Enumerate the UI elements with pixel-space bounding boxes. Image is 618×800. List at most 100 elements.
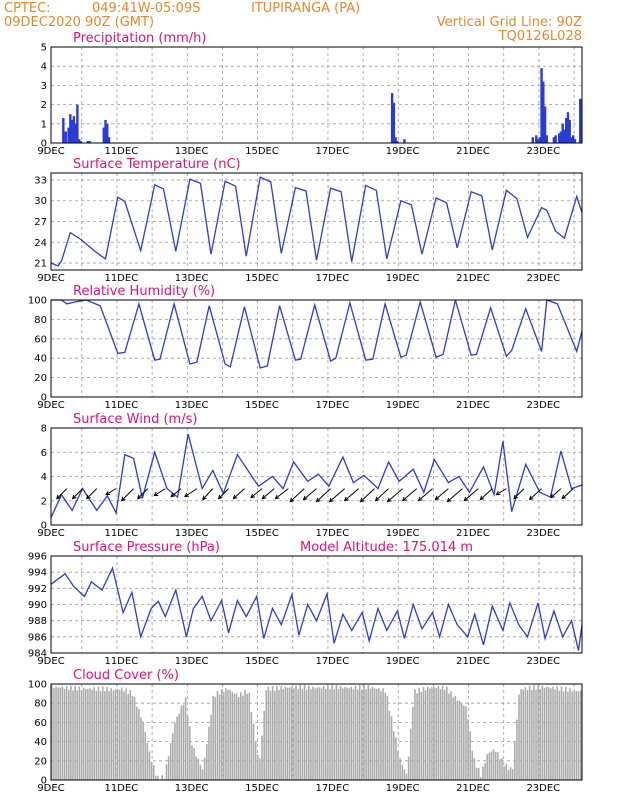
cloud-cover-bar	[112, 690, 115, 780]
cloud-cover-bar	[118, 690, 121, 780]
cloud-cover-bar	[84, 689, 87, 780]
cloud-cover-bar	[341, 688, 344, 780]
x-tick-label: 9DEC	[37, 146, 64, 157]
cloud-cover-bar	[539, 688, 542, 780]
cloud-cover-bar	[199, 765, 202, 780]
cloud-cover-bar	[548, 687, 550, 780]
cloud-cover-bar	[503, 766, 505, 780]
panel-title: Cloud Cover (%)	[73, 668, 179, 683]
y-tick-label: 6	[41, 448, 47, 459]
wind-barb	[289, 488, 305, 502]
precip-bar	[559, 131, 563, 143]
cloud-cover-bar	[201, 769, 204, 780]
cloud-cover-bar	[182, 704, 185, 780]
precip-bar	[538, 137, 542, 143]
x-tick-label: 15DEC	[245, 400, 279, 411]
cloud-cover-bar	[99, 691, 102, 780]
cloud-cover-bar	[465, 706, 467, 780]
y-tick-label: 24	[34, 238, 47, 249]
panel-precip: 0 1 2 3 4 5 9DEC 11DEC 13DEC 15DEC 17DEC 19DEC 21DEC…	[37, 31, 583, 157]
panel-title: Relative Humidity (%)	[73, 284, 215, 299]
cloud-cover-bar	[104, 691, 106, 780]
y-tick-label: 994	[28, 568, 47, 579]
cloud-cover-bar	[125, 688, 127, 780]
precip-bar	[573, 139, 577, 143]
precip-bar	[70, 119, 74, 143]
cloud-cover-bar	[80, 689, 83, 780]
wind-barb-head	[463, 496, 469, 502]
cloud-cover-bar	[274, 690, 276, 780]
cloud-cover-bar	[127, 693, 129, 780]
x-tick-label: 9DEC	[37, 656, 64, 667]
cloud-cover-bar	[57, 687, 59, 780]
cloud-cover-bar	[545, 686, 548, 780]
cloud-cover-bar	[516, 719, 518, 780]
precip-bar	[69, 114, 72, 143]
cloud-cover-bar	[452, 697, 454, 780]
precip-bar	[104, 119, 107, 143]
cloud-cover-bar	[514, 742, 516, 780]
cloud-cover-bar	[363, 684, 365, 780]
wind-barb	[329, 488, 345, 503]
wind-barb-head	[85, 494, 91, 500]
cloud-cover-bar	[494, 751, 497, 780]
cloud-cover-bar	[579, 690, 582, 780]
precip-bar	[396, 141, 399, 143]
wind-barb-head	[202, 495, 207, 501]
x-tick-label: 23DEC	[526, 656, 560, 667]
cloud-cover-bar	[140, 717, 142, 780]
cloud-cover-bar	[61, 686, 64, 780]
wind-barb	[105, 488, 117, 496]
cloud-cover-bar	[526, 690, 529, 780]
cloud-cover-bar	[63, 689, 66, 780]
cloud-cover-bar	[448, 693, 450, 780]
cloud-cover-bar	[282, 689, 285, 780]
cloud-cover-bar	[463, 705, 465, 780]
x-tick-label: 17DEC	[315, 400, 349, 411]
wind-barb	[418, 488, 433, 502]
cloud-cover-bar	[435, 687, 437, 780]
cloud-cover-bar	[569, 688, 571, 780]
panel-title: Surface Wind (m/s)	[73, 412, 197, 427]
cloud-cover-bar	[541, 685, 544, 780]
precip-bar	[62, 118, 65, 143]
wind-barb-head	[71, 494, 77, 500]
cloud-cover-bar	[575, 690, 578, 780]
cloud-cover-bar	[490, 751, 493, 780]
cloud-cover-bar	[174, 722, 176, 780]
wind-barb	[316, 488, 331, 502]
wind-barb	[121, 488, 134, 501]
cloud-cover-bar	[350, 686, 353, 780]
precip-bar	[77, 139, 81, 143]
cloud-cover-bar	[231, 691, 234, 780]
y-tick-label: 0	[41, 521, 47, 532]
x-tick-label: 19DEC	[386, 783, 420, 794]
wind-barb-head	[261, 494, 267, 500]
cloud-cover-bar	[333, 689, 336, 780]
cloud-cover-bar	[556, 686, 559, 780]
cloud-cover-bar	[554, 689, 556, 780]
x-tick-label: 17DEC	[315, 656, 349, 667]
cloud-cover-bar	[220, 689, 223, 780]
cloud-cover-bar	[409, 728, 412, 780]
cloud-cover-bar	[397, 751, 399, 780]
cloud-cover-bar	[144, 732, 146, 780]
x-tick-label: 11DEC	[104, 146, 138, 157]
precip-bar	[394, 137, 397, 143]
cloud-cover-bar	[482, 766, 484, 780]
cloud-cover-bar	[106, 686, 108, 780]
cloud-cover-bar	[324, 689, 327, 780]
cloud-cover-bar	[299, 684, 302, 780]
y-tick-label: 60	[34, 334, 47, 345]
x-tick-label: 15DEC	[245, 528, 279, 539]
cloud-cover-bar	[477, 768, 480, 780]
cloud-cover-bar	[87, 688, 89, 780]
cloud-cover-bar	[392, 731, 395, 780]
cloud-cover-bar	[155, 775, 157, 780]
cloud-cover-bar	[252, 723, 255, 780]
x-tick-label: 19DEC	[386, 146, 420, 157]
cloud-cover-bar	[424, 690, 427, 780]
cloud-cover-bar	[212, 695, 214, 780]
x-tick-label: 13DEC	[175, 528, 209, 539]
cloud-cover-bar	[354, 685, 357, 780]
